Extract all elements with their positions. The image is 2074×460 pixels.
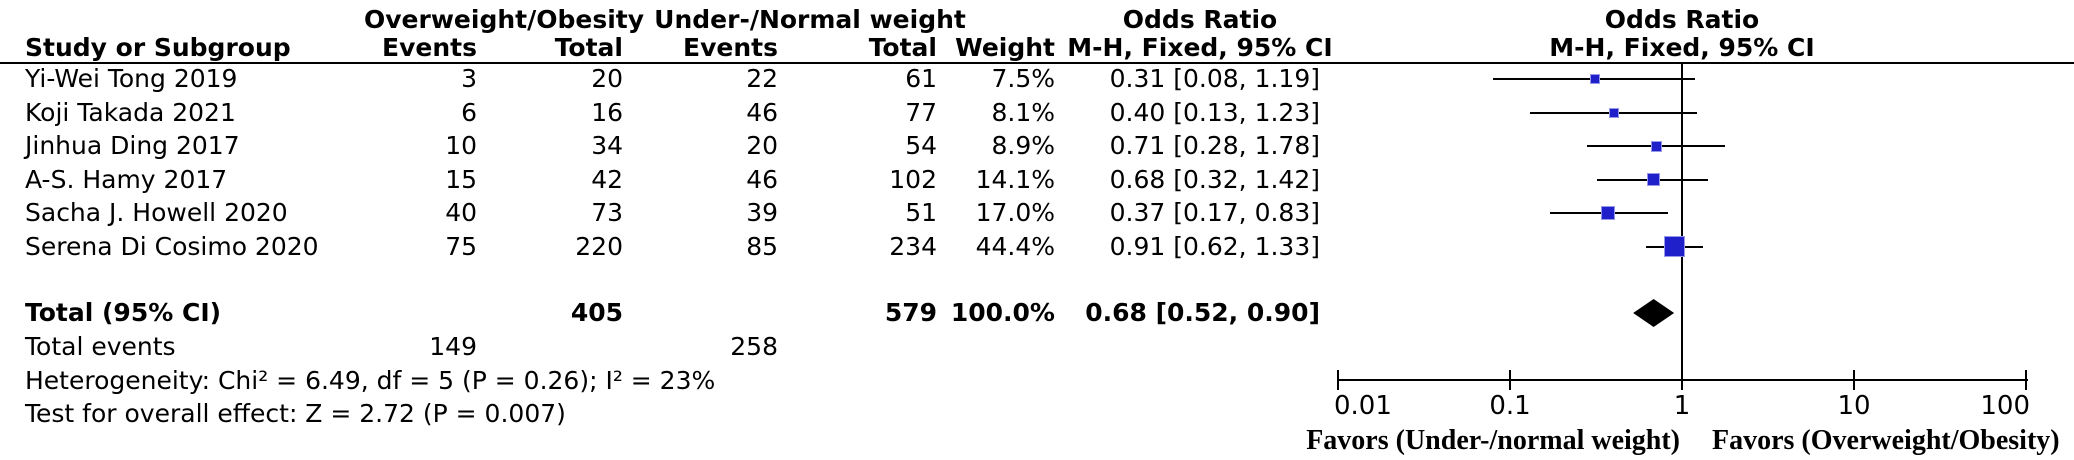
study-total-exp: 34 <box>591 131 623 160</box>
study-total-ctrl: 61 <box>905 64 937 93</box>
total-row-or: 0.68 [0.52, 0.90] <box>1085 298 1320 327</box>
group1-header: Overweight/Obesity <box>363 5 645 34</box>
axis-tick <box>1337 370 1339 390</box>
total-events2: 258 <box>730 332 778 361</box>
total-row-weight: 100.0% <box>950 298 1055 327</box>
study-total-ctrl: 51 <box>905 198 937 227</box>
study-or-ci: 0.91 [0.62, 1.33] <box>1109 231 1320 261</box>
study-events-exp: 75 <box>445 231 477 261</box>
axis-tick-label: 100 <box>1980 391 2030 421</box>
or-column-subtitle: M-H, Fixed, 95% CI <box>1067 33 1333 62</box>
study-events-ctrl: 46 <box>746 97 778 127</box>
total1-column-header: Total <box>554 33 623 62</box>
study-weight: 8.9% <box>991 131 1055 160</box>
axis-tick <box>1681 370 1683 390</box>
favors-left-label: Favors (Under-/normal weight) <box>1306 425 1680 456</box>
study-weight: 8.1% <box>991 97 1055 127</box>
overall-effect-stat: Test for overall effect: Z = 2.72 (P = 0… <box>25 399 566 428</box>
study-events-exp: 10 <box>445 131 477 160</box>
axis-tick-label: 0.01 <box>1334 391 1392 421</box>
effect-marker <box>1600 206 1615 220</box>
study-or-ci: 0.68 [0.32, 1.42] <box>1109 164 1320 194</box>
total-events1: 149 <box>429 332 477 361</box>
study-weight: 17.0% <box>975 198 1055 227</box>
study-events-ctrl: 20 <box>746 131 778 160</box>
study-events-ctrl: 46 <box>746 164 778 194</box>
study-total-ctrl: 102 <box>889 164 937 194</box>
study-or-ci: 0.37 [0.17, 0.83] <box>1109 198 1320 227</box>
header-separator-line <box>0 62 2074 64</box>
effect-marker <box>1664 236 1686 257</box>
study-or-ci: 0.31 [0.08, 1.19] <box>1109 64 1320 93</box>
total-diamond <box>1633 299 1675 327</box>
study-total-ctrl: 234 <box>889 231 937 261</box>
null-effect-line <box>1681 63 1683 390</box>
study-name: Sacha J. Howell 2020 <box>25 198 288 227</box>
study-weight: 44.4% <box>975 231 1055 261</box>
effect-marker <box>1646 173 1660 186</box>
study-total-exp: 20 <box>591 64 623 93</box>
axis-tick <box>1509 370 1511 390</box>
plot-title: Odds Ratio <box>1604 5 1760 34</box>
study-name: A-S. Hamy 2017 <box>25 164 228 194</box>
study-events-exp: 15 <box>445 164 477 194</box>
total-events-label: Total events <box>25 332 176 361</box>
heterogeneity-stat: Heterogeneity: Chi² = 6.49, df = 5 (P = … <box>25 366 716 395</box>
study-weight: 7.5% <box>991 64 1055 93</box>
total-row-total2: 579 <box>884 298 937 327</box>
study-total-ctrl: 54 <box>905 131 937 160</box>
x-axis-line <box>1338 379 2028 381</box>
total-row-total1: 405 <box>570 298 623 327</box>
effect-marker <box>1589 74 1600 84</box>
axis-tick <box>1853 370 1855 390</box>
study-name: Jinhua Ding 2017 <box>25 131 240 160</box>
study-name: Yi-Wei Tong 2019 <box>25 64 238 93</box>
study-total-exp: 220 <box>575 231 623 261</box>
total-row-label: Total (95% CI) <box>25 298 222 327</box>
study-or-ci: 0.71 [0.28, 1.78] <box>1109 131 1320 160</box>
axis-tick-label: 10 <box>1837 391 1871 421</box>
study-events-exp: 40 <box>445 198 477 227</box>
total2-column-header: Total <box>868 33 937 62</box>
study-total-exp: 73 <box>591 198 623 227</box>
favors-right-label: Favors (Overweight/Obesity) <box>1712 425 2060 456</box>
axis-tick <box>2025 370 2027 390</box>
plot-subtitle: M-H, Fixed, 95% CI <box>1549 33 1815 62</box>
study-name: Koji Takada 2021 <box>25 97 236 127</box>
study-total-exp: 42 <box>591 164 623 194</box>
axis-tick-label: 0.1 <box>1489 391 1531 421</box>
events2-column-header: Events <box>683 33 778 62</box>
study-column-header: Study or Subgroup <box>25 33 291 62</box>
effect-marker <box>1650 140 1662 152</box>
axis-tick-label: 1 <box>1673 391 1691 421</box>
study-events-ctrl: 85 <box>746 231 778 261</box>
weight-column-header: Weight <box>955 33 1055 62</box>
study-weight: 14.1% <box>975 164 1055 194</box>
study-name: Serena Di Cosimo 2020 <box>25 231 319 261</box>
study-events-exp: 3 <box>461 64 477 93</box>
study-events-exp: 6 <box>461 97 477 127</box>
effect-marker <box>1608 107 1619 118</box>
events1-column-header: Events <box>382 33 477 62</box>
study-total-ctrl: 77 <box>905 97 937 127</box>
study-events-ctrl: 39 <box>746 198 778 227</box>
study-events-ctrl: 22 <box>746 64 778 93</box>
study-total-exp: 16 <box>591 97 623 127</box>
study-or-ci: 0.40 [0.13, 1.23] <box>1109 97 1320 127</box>
group2-header: Under-/Normal weight <box>654 5 966 34</box>
or-column-title: Odds Ratio <box>1122 5 1278 34</box>
